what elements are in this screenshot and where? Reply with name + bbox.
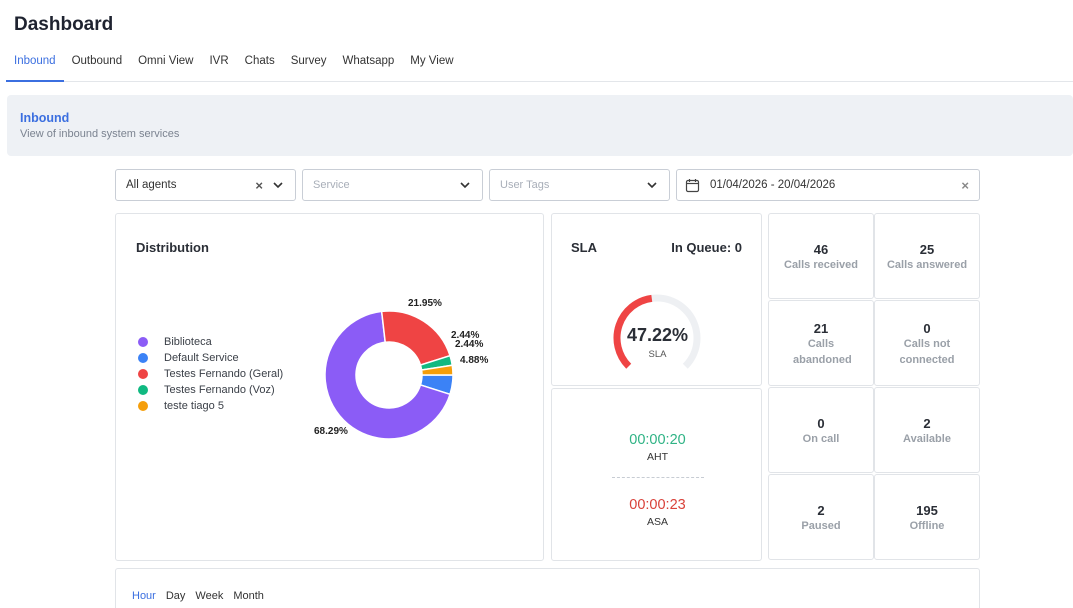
sla-card: SLA In Queue: 0 47.22% SLA	[551, 213, 762, 386]
tab-my-view[interactable]: My View	[410, 55, 454, 67]
donut-slice-teste-tiago-5[interactable]	[420, 364, 454, 376]
aht-label: AHT	[647, 451, 668, 463]
distribution-title: Distribution	[136, 240, 209, 255]
agents-select-value: All agents	[126, 179, 177, 191]
tab-ivr[interactable]: IVR	[209, 55, 229, 67]
legend-item[interactable]: Default Service	[138, 350, 283, 366]
legend-item[interactable]: Testes Fernando (Voz)	[138, 382, 283, 398]
asa-label: ASA	[646, 516, 668, 528]
in-queue-label: In Queue: 0	[671, 240, 742, 255]
tab-omni-view[interactable]: Omni View	[138, 55, 194, 67]
donut-slice-testes-fernando-geral-[interactable]	[380, 310, 451, 366]
period-tab-day[interactable]: Day	[165, 590, 186, 602]
legend-dot	[138, 353, 148, 363]
calendar-icon	[685, 178, 700, 192]
stat-number: 2	[817, 503, 825, 518]
stat-calls-received: 46 Calls received	[768, 213, 874, 299]
tab-outbound[interactable]: Outbound	[71, 55, 123, 67]
stat-paused: 2 Paused	[768, 474, 874, 560]
stat-number: 46	[813, 242, 829, 257]
legend-label: Testes Fernando (Geral)	[164, 368, 284, 380]
stat-label: Offline	[909, 520, 945, 532]
timeline-card	[115, 568, 980, 608]
pct-label-biblioteca: 68.29%	[314, 426, 348, 437]
pct-label-teste-tiago: 2.44%	[451, 330, 480, 341]
chevron-down-icon	[460, 182, 470, 189]
legend-label: teste tiago 5	[164, 400, 224, 412]
tab-chats[interactable]: Chats	[244, 55, 275, 67]
chevron-down-icon	[647, 182, 657, 189]
distribution-card: Distribution Biblioteca Default Service …	[115, 213, 544, 561]
stat-number: 195	[916, 503, 938, 518]
service-select[interactable]: Service	[302, 169, 483, 201]
stat-offline: 195 Offline	[874, 474, 980, 560]
sla-gauge	[613, 294, 701, 369]
donut-slice-biblioteca[interactable]	[324, 310, 451, 440]
section-banner: Inbound View of inbound system services	[7, 95, 1073, 156]
date-range-value: 01/04/2026 - 20/04/2026	[710, 179, 836, 191]
stat-number: 2	[923, 416, 931, 431]
tab-whatsapp[interactable]: Whatsapp	[342, 55, 395, 67]
legend-dot	[138, 385, 148, 395]
stat-label: Paused	[801, 520, 841, 532]
stat-on-call: 0 On call	[768, 387, 874, 473]
sla-sub-label: SLA	[648, 349, 667, 360]
sla-gauge-fill	[613, 294, 653, 369]
distribution-legend: Biblioteca Default Service Testes Fernan…	[138, 334, 283, 414]
service-placeholder: Service	[313, 179, 350, 191]
sla-value: 47.22%	[626, 325, 689, 345]
pct-label-default-service: 4.88%	[460, 355, 489, 366]
legend-dot	[138, 337, 148, 347]
user-tags-placeholder: User Tags	[500, 179, 550, 191]
aht-value: 00:00:20	[629, 432, 686, 448]
period-tab-week[interactable]: Week	[195, 590, 224, 602]
legend-item[interactable]: Biblioteca	[138, 334, 283, 350]
user-tags-select[interactable]: User Tags	[489, 169, 670, 201]
clear-icon[interactable]: ×	[255, 177, 263, 193]
date-range-picker[interactable]: 01/04/2026 - 20/04/2026 ×	[676, 169, 980, 201]
stat-label: Calls received	[784, 259, 858, 271]
tab-bar: Inbound Outbound Omni View IVR Chats Sur…	[6, 50, 1073, 82]
page-title: Dashboard	[14, 14, 114, 35]
legend-label: Biblioteca	[164, 336, 212, 348]
sla-title: SLA	[571, 240, 597, 255]
legend-item[interactable]: teste tiago 5	[138, 398, 283, 414]
legend-dot	[138, 369, 148, 379]
period-tab-hour[interactable]: Hour	[132, 590, 156, 602]
stat-calls-answered: 25 Calls answered	[874, 213, 980, 299]
chevron-down-icon	[273, 182, 283, 189]
divider	[612, 477, 704, 478]
clear-date-icon[interactable]: ×	[961, 177, 969, 193]
stat-number: 21	[813, 321, 829, 336]
pct-label-testes-voz: 2.44%	[455, 339, 484, 350]
period-tab-month[interactable]: Month	[233, 590, 264, 602]
pct-label-testes-geral: 21.95%	[408, 298, 442, 309]
stat-number: 0	[923, 321, 931, 336]
stat-calls-abandoned: 21 Calls abandoned	[768, 300, 874, 386]
agents-select[interactable]: All agents ×	[115, 169, 296, 201]
stat-label: Calls abandoned	[793, 338, 852, 366]
legend-label: Testes Fernando (Voz)	[164, 384, 275, 396]
stat-label: On call	[802, 433, 840, 445]
period-tabs: Hour Day Week Month	[132, 590, 274, 602]
stat-label: Available	[903, 433, 951, 445]
times-card: 00:00:20 AHT 00:00:23 ASA	[551, 388, 762, 561]
banner-subtitle: View of inbound system services	[20, 128, 180, 140]
stat-available: 2 Available	[874, 387, 980, 473]
stat-calls-not-connected: 0 Calls not connected	[874, 300, 980, 386]
stat-number: 0	[817, 416, 825, 431]
tab-survey[interactable]: Survey	[290, 55, 327, 67]
distribution-donut-chart	[324, 310, 454, 440]
legend-dot	[138, 401, 148, 411]
tab-inbound[interactable]: Inbound	[6, 50, 64, 82]
asa-value: 00:00:23	[629, 497, 686, 513]
banner-title: Inbound	[20, 111, 70, 125]
legend-item[interactable]: Testes Fernando (Geral)	[138, 366, 283, 382]
stat-label: Calls answered	[886, 259, 968, 271]
stat-number: 25	[919, 242, 935, 257]
legend-label: Default Service	[164, 352, 239, 364]
stat-label: Calls not connected	[899, 338, 955, 366]
